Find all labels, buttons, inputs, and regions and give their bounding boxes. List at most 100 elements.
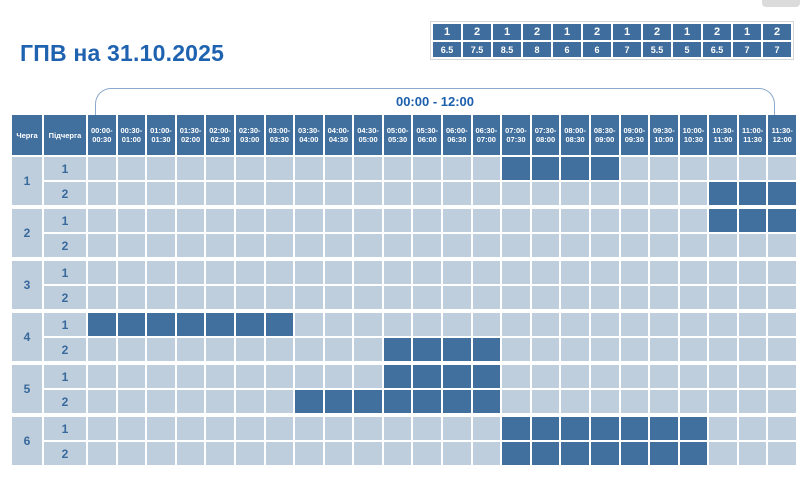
time-slot-line1: 07:00- — [505, 125, 527, 135]
slot-cell — [383, 417, 412, 440]
pidcherga-label: 1 — [44, 157, 86, 180]
slot-cell — [354, 417, 382, 440]
outage-cell — [738, 182, 767, 205]
slot-cell — [235, 157, 264, 180]
slot-cell — [650, 286, 678, 309]
cherga-label: 4 — [12, 313, 42, 361]
slot-cell — [117, 417, 146, 440]
cherga-label: 1 — [12, 157, 42, 205]
summary-hours-cell: 8 — [523, 42, 551, 57]
slot-cell — [590, 365, 619, 388]
slot-cell — [620, 365, 649, 388]
pidcherga-label: 2 — [44, 286, 86, 309]
time-slot-line2: 03:30 — [269, 135, 289, 144]
outage-cell — [354, 390, 382, 413]
summary-hours-cell: 6 — [583, 42, 611, 57]
slot-cell — [650, 157, 678, 180]
slot-cell — [679, 338, 708, 361]
slot-cell — [709, 442, 737, 465]
slot-cell — [620, 286, 649, 309]
slot-cell — [413, 313, 441, 336]
slot-cell — [413, 442, 441, 465]
time-slot-line1: 10:00- — [682, 125, 705, 135]
slot-cell — [738, 261, 767, 284]
outage-cell — [561, 417, 589, 440]
outage-cell — [590, 157, 619, 180]
slot-cell — [117, 261, 146, 284]
outage-cell — [295, 390, 323, 413]
slot-cell — [235, 209, 264, 232]
slot-cell — [443, 157, 471, 180]
slot-cell — [383, 157, 412, 180]
slot-cell — [354, 209, 382, 232]
slot-cell — [295, 209, 323, 232]
pidcherga-label: 1 — [44, 261, 86, 284]
slot-cell — [176, 442, 205, 465]
pidcherga-column-header: Підчерга — [44, 115, 86, 155]
slot-cell — [354, 157, 382, 180]
slot-cell — [88, 286, 116, 309]
slot-cell — [383, 313, 412, 336]
time-slot-header: 04:00- 04:30 — [324, 115, 353, 155]
slot-cell — [620, 338, 649, 361]
slot-cell — [117, 209, 146, 232]
time-slot-line2: 02:30 — [210, 135, 230, 144]
outage-cell — [472, 390, 501, 413]
time-slot-line1: 02:00- — [209, 125, 231, 135]
time-slot-line1: 03:00- — [268, 125, 291, 135]
summary-subqueue-cell: 2 — [463, 24, 491, 40]
slot-cell — [620, 313, 649, 336]
time-slot-line1: 05:00- — [386, 125, 409, 135]
summary-subqueue-cell: 2 — [583, 24, 611, 40]
outage-cell — [620, 417, 649, 440]
slot-cell — [768, 442, 796, 465]
summary-subqueue-cell: 1 — [553, 24, 581, 40]
time-slot-line2: 05:30 — [388, 135, 408, 144]
slot-cell — [413, 261, 441, 284]
slot-cell — [383, 182, 412, 205]
outage-cell — [324, 390, 353, 413]
slot-cell — [117, 157, 146, 180]
time-slot-line2: 12:00 — [772, 135, 792, 144]
time-slot-line2: 08:30 — [565, 135, 585, 144]
outage-cell — [235, 313, 264, 336]
slot-cell — [295, 261, 323, 284]
slot-cell — [265, 234, 294, 257]
summary-subqueue-cell: 2 — [643, 24, 671, 40]
slot-cell — [443, 286, 471, 309]
summary-subqueue-cell: 1 — [613, 24, 641, 40]
slot-cell — [650, 338, 678, 361]
slot-cell — [265, 261, 294, 284]
outage-cell — [531, 417, 560, 440]
time-slot-line1: 07:30- — [534, 125, 557, 135]
time-slot-line1: 08:00- — [564, 125, 586, 135]
summary-hours-cell: 7 — [763, 42, 791, 57]
slot-cell — [561, 365, 589, 388]
time-slot-line1: 06:30- — [475, 125, 498, 135]
slot-cell — [738, 313, 767, 336]
slot-cell — [354, 182, 382, 205]
slot-cell — [265, 182, 294, 205]
slot-cell — [354, 286, 382, 309]
summary-subqueue-cell: 2 — [763, 24, 791, 40]
time-slot-line2: 03:00 — [240, 135, 260, 144]
slot-cell — [265, 417, 294, 440]
slot-cell — [590, 209, 619, 232]
outage-cell — [502, 157, 530, 180]
slot-cell — [738, 157, 767, 180]
summary-hours-cell: 7 — [613, 42, 641, 57]
slot-cell — [117, 365, 146, 388]
slot-cell — [561, 390, 589, 413]
summary-subqueue-cell: 2 — [523, 24, 551, 40]
time-slot-line1: 04:30- — [357, 125, 379, 135]
slot-cell — [324, 442, 353, 465]
outage-cell — [117, 313, 146, 336]
slot-cell — [354, 442, 382, 465]
slot-cell — [768, 365, 796, 388]
outage-cell — [679, 442, 708, 465]
slot-cell — [117, 182, 146, 205]
slot-cell — [531, 234, 560, 257]
